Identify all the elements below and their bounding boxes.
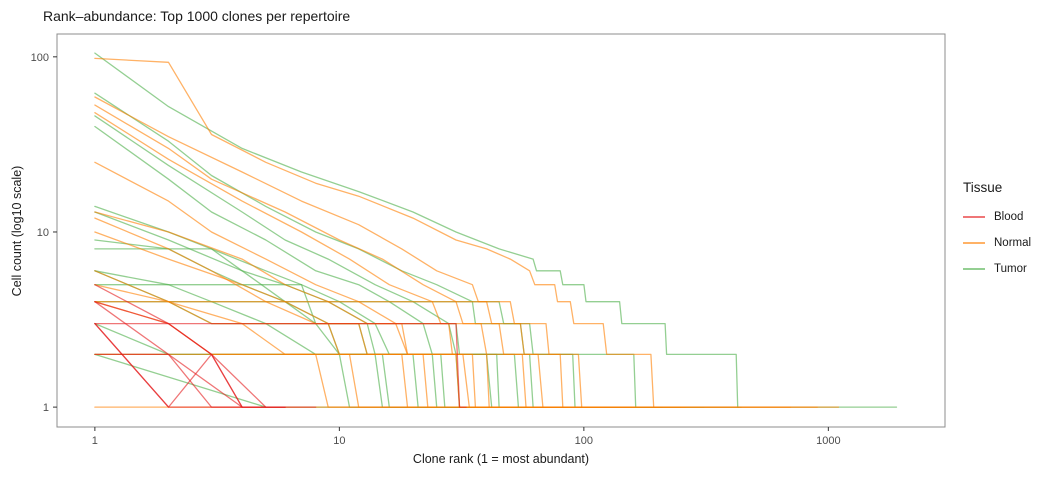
x-tick-label: 10 <box>333 435 345 447</box>
series-line-blood <box>94 301 467 408</box>
legend-item-tumor: Tumor <box>963 256 1055 282</box>
legend: Tissue Blood Normal Tumor <box>963 180 1055 282</box>
legend-key-tumor-line-icon <box>963 268 985 270</box>
series-line-tumor <box>94 301 740 408</box>
series-line-tumor <box>94 270 474 408</box>
legend-key-blood-line-icon <box>963 216 985 218</box>
panel-border <box>56 33 946 428</box>
chart-title: Rank–abundance: Top 1000 clones per repe… <box>43 8 351 24</box>
y-axis-title: Cell count (log10 scale) <box>10 165 24 297</box>
legend-label-blood: Blood <box>994 211 1024 223</box>
y-tick-label: 100 <box>31 52 49 64</box>
legend-title: Tissue <box>963 180 1003 195</box>
y-tick-label: 1 <box>43 402 49 414</box>
x-tick-label: 100 <box>575 435 593 447</box>
legend-item-blood: Blood <box>963 204 1055 230</box>
x-tick-label: 1 <box>92 435 98 447</box>
series-line-normal <box>94 301 659 408</box>
series-line-blood <box>94 322 286 408</box>
series-line-normal <box>94 57 840 408</box>
legend-key-normal-line-icon <box>963 242 985 244</box>
series-line-tumor <box>94 52 898 408</box>
y-tick-label: 10 <box>37 227 49 239</box>
series-line-normal <box>94 284 580 408</box>
series-line-normal <box>94 96 686 408</box>
legend-item-normal: Normal <box>963 230 1055 256</box>
series-line-tumor <box>94 115 742 408</box>
x-axis-title: Clone rank (1 = most abundant) <box>412 452 590 466</box>
legend-label-tumor: Tumor <box>994 263 1027 275</box>
legend-label-normal: Normal <box>994 237 1032 249</box>
x-tick-label: 1000 <box>816 435 840 447</box>
